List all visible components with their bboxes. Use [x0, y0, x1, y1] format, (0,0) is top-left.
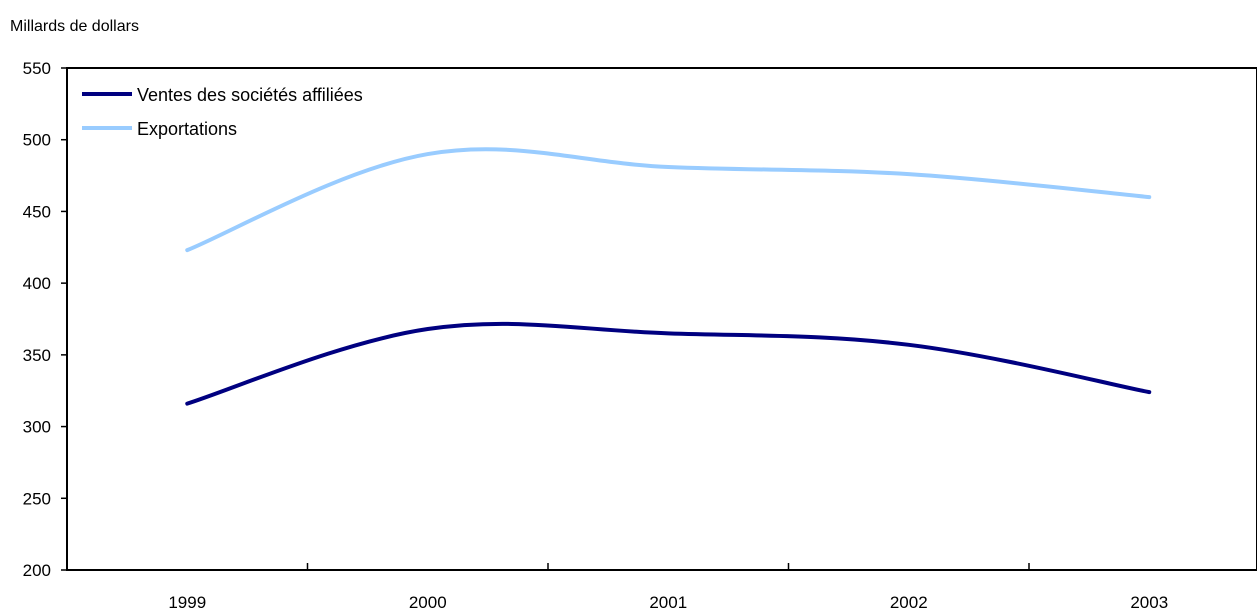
y-tick-label: 550	[23, 59, 51, 78]
legend-label: Ventes des sociétés affiliées	[137, 85, 363, 105]
x-tick-label: 2001	[649, 593, 687, 611]
y-tick-label: 400	[23, 274, 51, 293]
y-axis-title: Millards de dollars	[10, 18, 139, 35]
series-line	[187, 149, 1149, 250]
y-tick-label: 200	[23, 561, 51, 580]
legend: Ventes des sociétés affiliées Exportation…	[82, 85, 363, 139]
x-tick-label: 2002	[890, 593, 928, 611]
x-tick-label: 1999	[168, 593, 206, 611]
series-lines	[187, 149, 1149, 403]
y-axis: 200 250 300 350 400 450 500 550	[23, 59, 67, 580]
y-tick-label: 250	[23, 489, 51, 508]
legend-label: Exportations	[137, 119, 237, 139]
series-line	[187, 324, 1149, 404]
x-tick-label: 2000	[409, 593, 447, 611]
plot-frame	[67, 68, 1257, 570]
y-tick-label: 350	[23, 346, 51, 365]
y-tick-label: 300	[23, 418, 51, 437]
x-tick-label: 2003	[1130, 593, 1168, 611]
y-tick-label: 450	[23, 202, 51, 221]
y-tick-label: 500	[23, 131, 51, 150]
